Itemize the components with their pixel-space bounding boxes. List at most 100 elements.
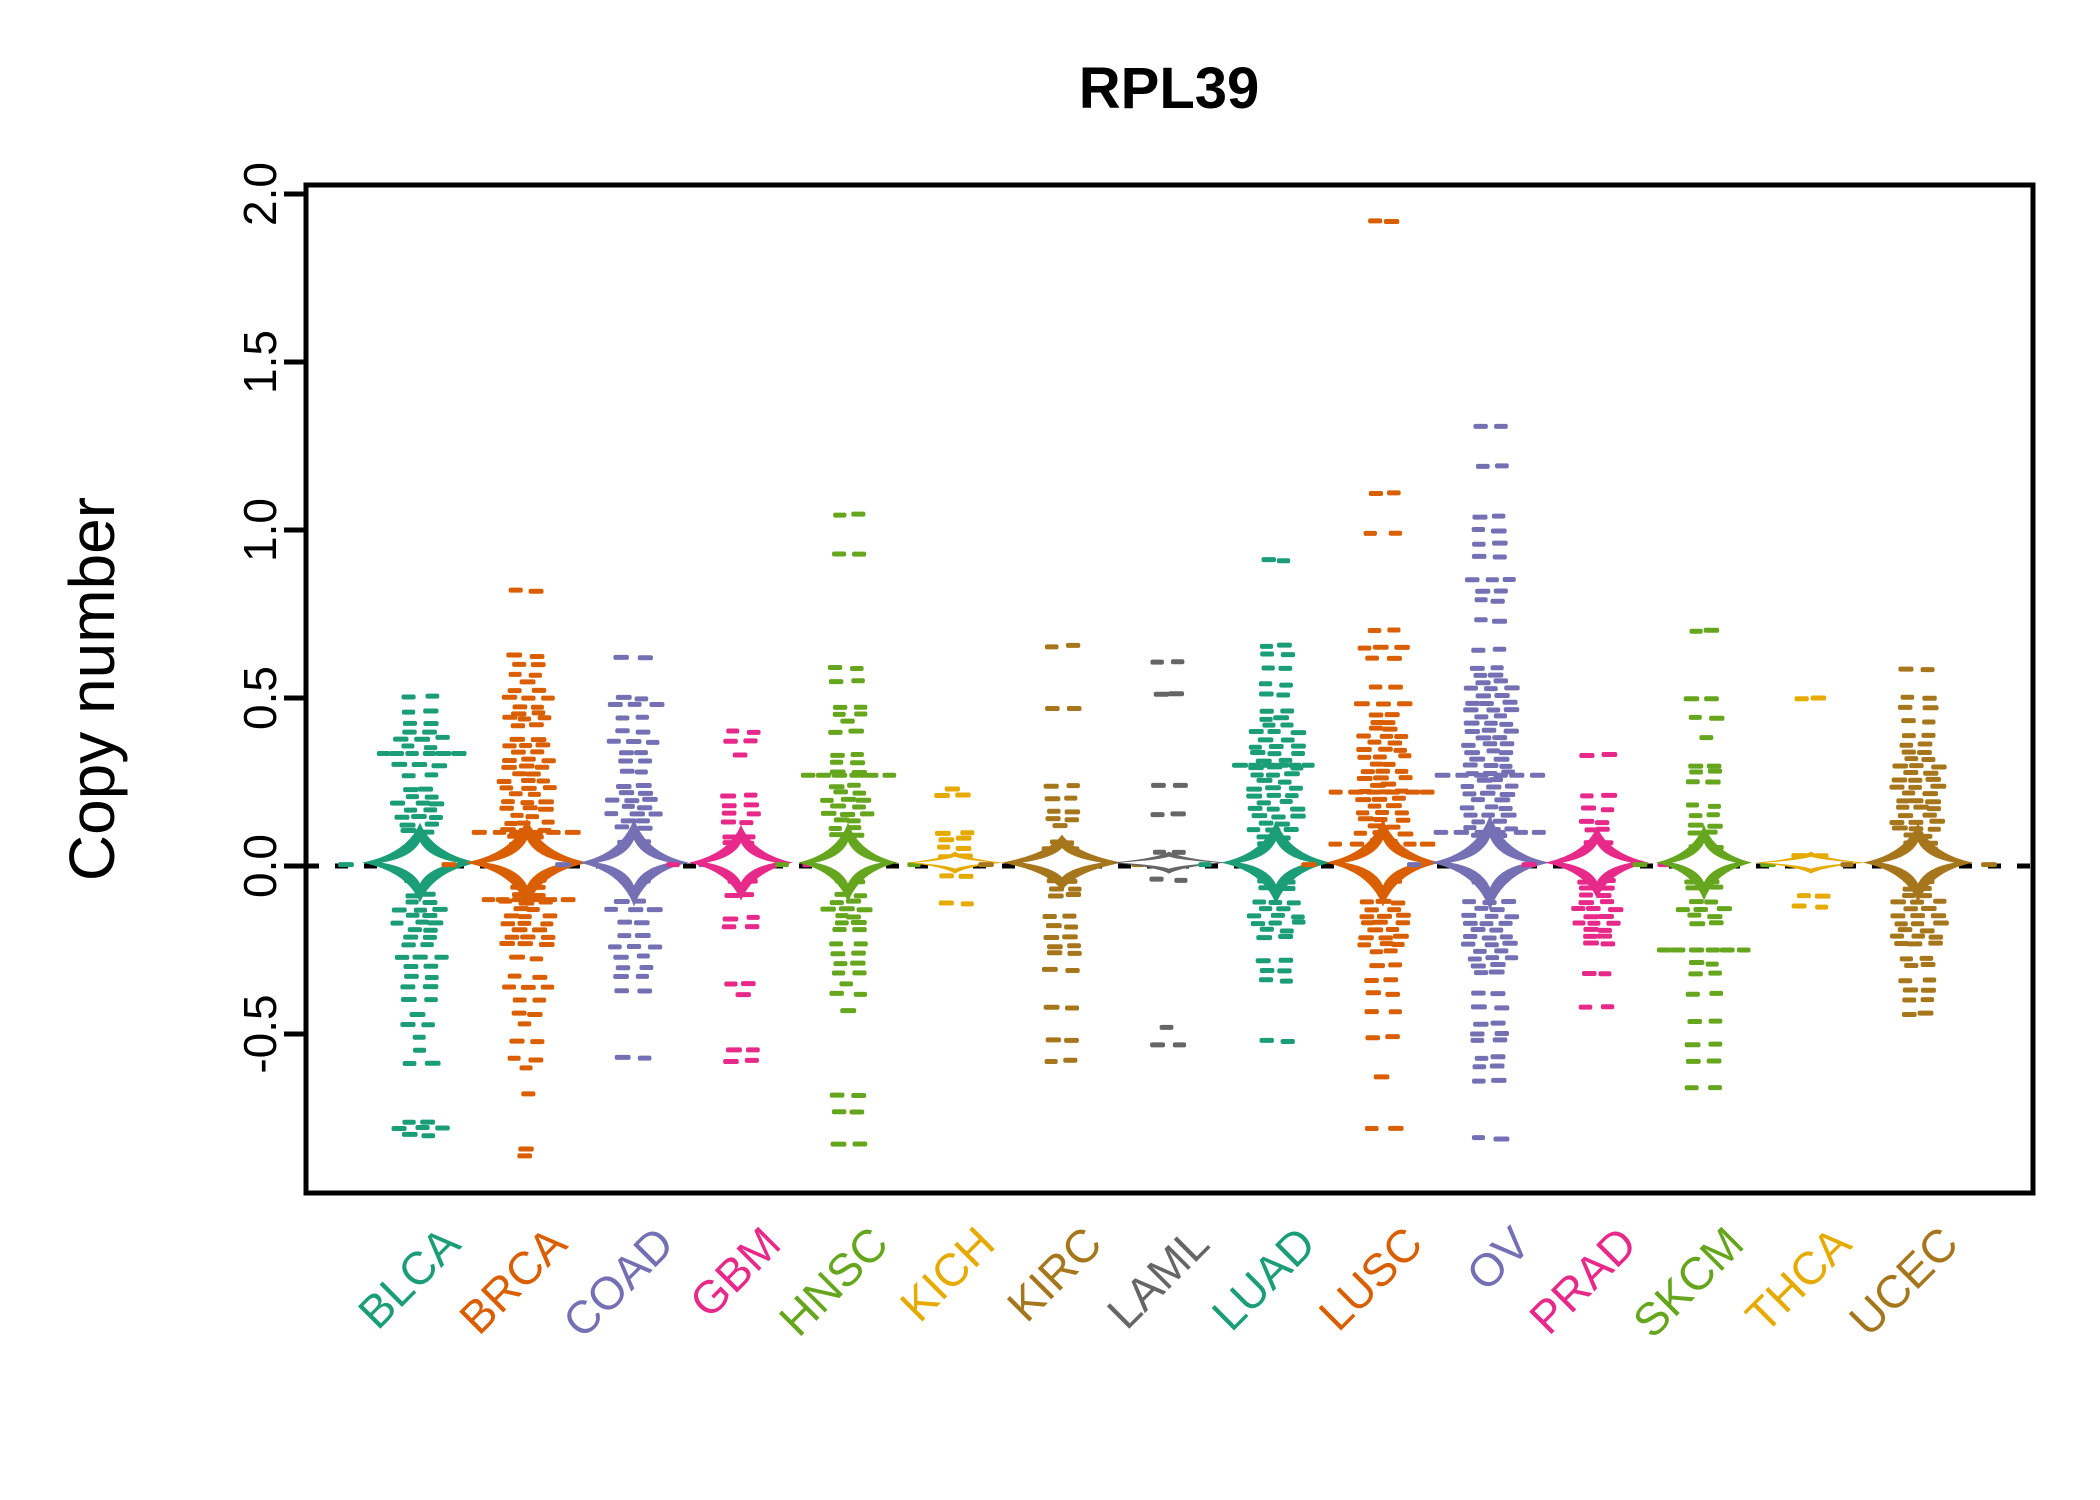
data-dash <box>1925 776 1942 782</box>
data-dash <box>1981 862 1997 868</box>
data-dash <box>960 901 974 907</box>
data-dash <box>422 984 439 990</box>
data-dash <box>517 941 534 947</box>
data-dash <box>1283 826 1299 832</box>
data-dash <box>1357 816 1374 822</box>
data-dash <box>1386 655 1403 661</box>
data-dash <box>634 750 648 756</box>
data-dash <box>637 1055 652 1061</box>
data-dash <box>614 824 630 830</box>
data-dash <box>1373 1074 1390 1080</box>
swarm-HNSC <box>775 511 921 1147</box>
data-dash <box>1475 693 1492 699</box>
data-dash <box>1901 749 1916 755</box>
data-dash <box>634 696 649 702</box>
data-dash <box>1904 756 1919 762</box>
data-dash <box>503 913 520 919</box>
data-dash <box>391 1125 407 1131</box>
data-dash <box>528 722 544 728</box>
data-dash <box>628 907 644 913</box>
data-dash <box>1493 713 1508 719</box>
data-dash <box>852 1141 868 1147</box>
data-dash <box>1265 785 1281 791</box>
data-dash <box>629 811 645 817</box>
data-dash <box>848 728 865 734</box>
data-dash <box>1513 829 1529 835</box>
data-dash <box>606 738 621 744</box>
data-dash <box>415 1125 430 1131</box>
data-dash <box>1492 818 1508 824</box>
data-dash <box>829 900 844 906</box>
data-dash <box>1685 1058 1701 1064</box>
data-dash <box>1378 935 1393 941</box>
data-dash <box>1052 823 1068 829</box>
data-dash <box>1922 791 1939 797</box>
data-dash <box>1675 907 1690 913</box>
data-dash <box>615 694 632 700</box>
data-dash <box>720 793 737 799</box>
data-dash <box>1356 733 1371 739</box>
data-dash <box>1708 1085 1722 1091</box>
data-dash <box>1150 1042 1166 1048</box>
data-dash <box>1910 913 1926 919</box>
data-dash <box>740 981 756 987</box>
data-dash <box>538 799 554 805</box>
data-dash <box>428 801 445 807</box>
data-dash <box>830 752 845 758</box>
swarm-KICH <box>907 786 1003 907</box>
data-dash <box>1279 799 1293 805</box>
data-dash <box>542 913 558 919</box>
data-dash <box>1369 963 1386 969</box>
data-dash <box>1473 1021 1489 1027</box>
data-dash <box>415 919 430 925</box>
data-dash <box>853 893 868 899</box>
data-dash <box>400 997 417 1003</box>
data-dash <box>1933 920 1949 926</box>
data-dash <box>512 704 528 710</box>
data-dash <box>422 729 437 735</box>
data-dash <box>934 793 950 799</box>
data-dash <box>1707 914 1723 920</box>
data-dash <box>528 672 543 678</box>
data-dash <box>499 805 514 811</box>
data-dash <box>1904 962 1919 968</box>
data-dash <box>1578 900 1595 906</box>
data-dash <box>621 803 635 809</box>
data-dash <box>1472 514 1488 520</box>
data-dash <box>1493 772 1508 778</box>
data-dash <box>1065 891 1082 897</box>
data-dash <box>401 773 416 779</box>
data-dash <box>1367 803 1382 809</box>
data-dash <box>850 752 864 758</box>
data-dash <box>1152 849 1167 855</box>
data-dash <box>1465 700 1481 706</box>
data-dash <box>1256 777 1273 783</box>
data-dash <box>435 1125 450 1131</box>
data-dash <box>1251 813 1268 819</box>
data-dash <box>1376 913 1393 919</box>
data-dash <box>401 694 416 700</box>
data-dash <box>1484 913 1499 919</box>
data-dash <box>508 791 523 797</box>
data-dash <box>1484 942 1499 948</box>
data-dash <box>1901 718 1916 724</box>
data-dash <box>413 907 428 913</box>
data-dash <box>1248 744 1262 750</box>
swarm-SKCM <box>1632 627 1776 1091</box>
data-dash <box>850 665 864 671</box>
data-dash <box>528 588 544 594</box>
data-dash <box>840 796 857 802</box>
data-dash <box>1279 682 1293 688</box>
data-dash <box>1688 959 1705 965</box>
data-dash <box>617 933 632 939</box>
data-dash <box>530 737 547 743</box>
data-dash <box>1925 799 1942 805</box>
data-dash <box>1687 1019 1703 1025</box>
data-dash <box>1594 820 1610 826</box>
data-dash <box>1382 726 1398 732</box>
data-dash <box>1531 829 1546 835</box>
data-dash <box>1385 803 1402 809</box>
data-dash <box>1498 920 1513 926</box>
data-dash <box>507 973 522 979</box>
data-dash <box>1360 769 1375 775</box>
